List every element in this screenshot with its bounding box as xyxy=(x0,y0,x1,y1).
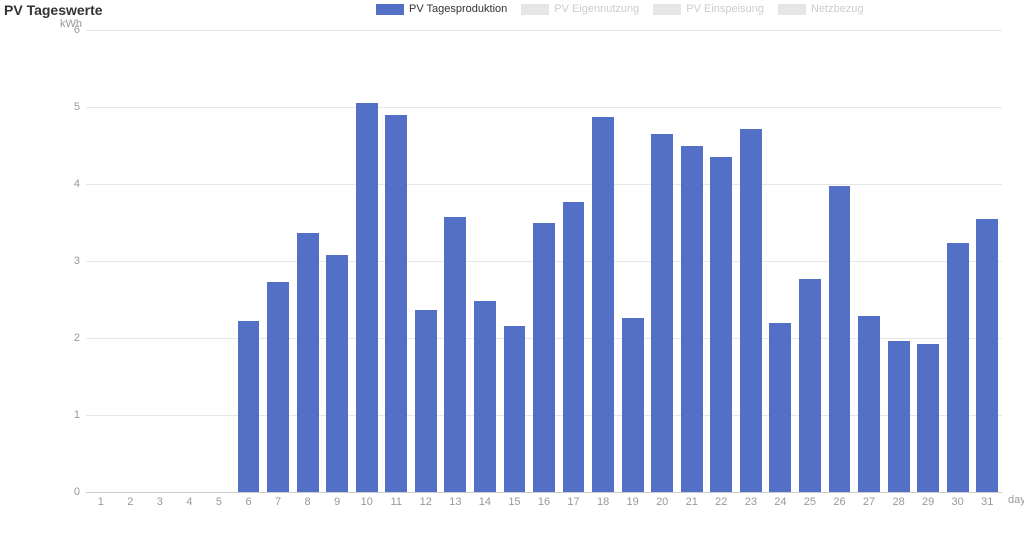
x-tick-label: 17 xyxy=(567,492,579,508)
x-tick-label: 26 xyxy=(833,492,845,508)
bar[interactable] xyxy=(888,341,910,492)
x-tick-label: 31 xyxy=(981,492,993,508)
bar[interactable] xyxy=(267,282,289,492)
x-tick-label: 3 xyxy=(157,492,163,508)
bar[interactable] xyxy=(769,323,791,492)
y-tick-label: 6 xyxy=(74,24,86,36)
x-tick-label: 12 xyxy=(420,492,432,508)
bar[interactable] xyxy=(415,310,437,492)
x-tick-label: 29 xyxy=(922,492,934,508)
legend-label: PV Eigennutzung xyxy=(554,3,639,15)
x-tick-label: 4 xyxy=(186,492,192,508)
bar[interactable] xyxy=(710,157,732,492)
bar[interactable] xyxy=(681,146,703,492)
x-tick-label: 19 xyxy=(627,492,639,508)
bar[interactable] xyxy=(917,344,939,492)
legend-swatch xyxy=(653,4,681,15)
plot-area: kWh day 01234561234567891011121314151617… xyxy=(86,30,1002,492)
x-tick-label: 24 xyxy=(774,492,786,508)
x-tick-label: 21 xyxy=(686,492,698,508)
bar[interactable] xyxy=(829,186,851,492)
legend-item-2[interactable]: PV Einspeisung xyxy=(653,3,764,15)
x-tick-label: 10 xyxy=(361,492,373,508)
bar[interactable] xyxy=(592,117,614,492)
x-tick-label: 5 xyxy=(216,492,222,508)
y-tick-label: 0 xyxy=(74,486,86,498)
bar[interactable] xyxy=(444,217,466,492)
x-tick-label: 18 xyxy=(597,492,609,508)
bar[interactable] xyxy=(651,134,673,492)
x-tick-label: 22 xyxy=(715,492,727,508)
bar[interactable] xyxy=(385,115,407,492)
y-tick-label: 4 xyxy=(74,178,86,190)
bar[interactable] xyxy=(799,279,821,492)
x-tick-label: 27 xyxy=(863,492,875,508)
bar[interactable] xyxy=(504,326,526,492)
bar[interactable] xyxy=(947,243,969,492)
legend-item-3[interactable]: Netzbezug xyxy=(778,3,864,15)
bar[interactable] xyxy=(976,219,998,492)
bar[interactable] xyxy=(533,223,555,493)
x-tick-label: 28 xyxy=(892,492,904,508)
bar[interactable] xyxy=(622,318,644,492)
bar[interactable] xyxy=(297,233,319,492)
x-axis-label: day xyxy=(1002,492,1024,506)
y-tick-label: 1 xyxy=(74,409,86,421)
bar[interactable] xyxy=(740,129,762,492)
x-tick-label: 8 xyxy=(305,492,311,508)
x-tick-label: 20 xyxy=(656,492,668,508)
chart-title: PV Tageswerte xyxy=(4,2,103,18)
gridline xyxy=(86,30,1002,31)
legend-label: Netzbezug xyxy=(811,3,864,15)
x-tick-label: 11 xyxy=(391,492,402,508)
x-tick-label: 30 xyxy=(952,492,964,508)
legend-label: PV Einspeisung xyxy=(686,3,764,15)
x-tick-label: 6 xyxy=(245,492,251,508)
x-tick-label: 16 xyxy=(538,492,550,508)
x-tick-label: 14 xyxy=(479,492,491,508)
x-tick-label: 7 xyxy=(275,492,281,508)
x-tick-label: 25 xyxy=(804,492,816,508)
bar[interactable] xyxy=(238,321,260,492)
gridline xyxy=(86,107,1002,108)
y-tick-label: 3 xyxy=(74,255,86,267)
x-tick-label: 23 xyxy=(745,492,757,508)
legend-item-0[interactable]: PV Tagesproduktion xyxy=(376,3,507,15)
bar[interactable] xyxy=(326,255,348,492)
y-tick-label: 5 xyxy=(74,101,86,113)
bar[interactable] xyxy=(356,103,378,492)
x-tick-label: 13 xyxy=(449,492,461,508)
legend-swatch xyxy=(521,4,549,15)
legend-label: PV Tagesproduktion xyxy=(409,3,507,15)
x-tick-label: 1 xyxy=(98,492,104,508)
bar[interactable] xyxy=(563,202,585,492)
bar[interactable] xyxy=(474,301,496,492)
bar[interactable] xyxy=(858,316,880,492)
chart-legend: PV Tagesproduktion PV Eigennutzung PV Eins… xyxy=(376,3,864,15)
legend-swatch xyxy=(376,4,404,15)
x-tick-label: 9 xyxy=(334,492,340,508)
gridline xyxy=(86,184,1002,185)
x-tick-label: 15 xyxy=(508,492,520,508)
x-tick-label: 2 xyxy=(127,492,133,508)
y-tick-label: 2 xyxy=(74,332,86,344)
legend-swatch xyxy=(778,4,806,15)
legend-item-1[interactable]: PV Eigennutzung xyxy=(521,3,639,15)
